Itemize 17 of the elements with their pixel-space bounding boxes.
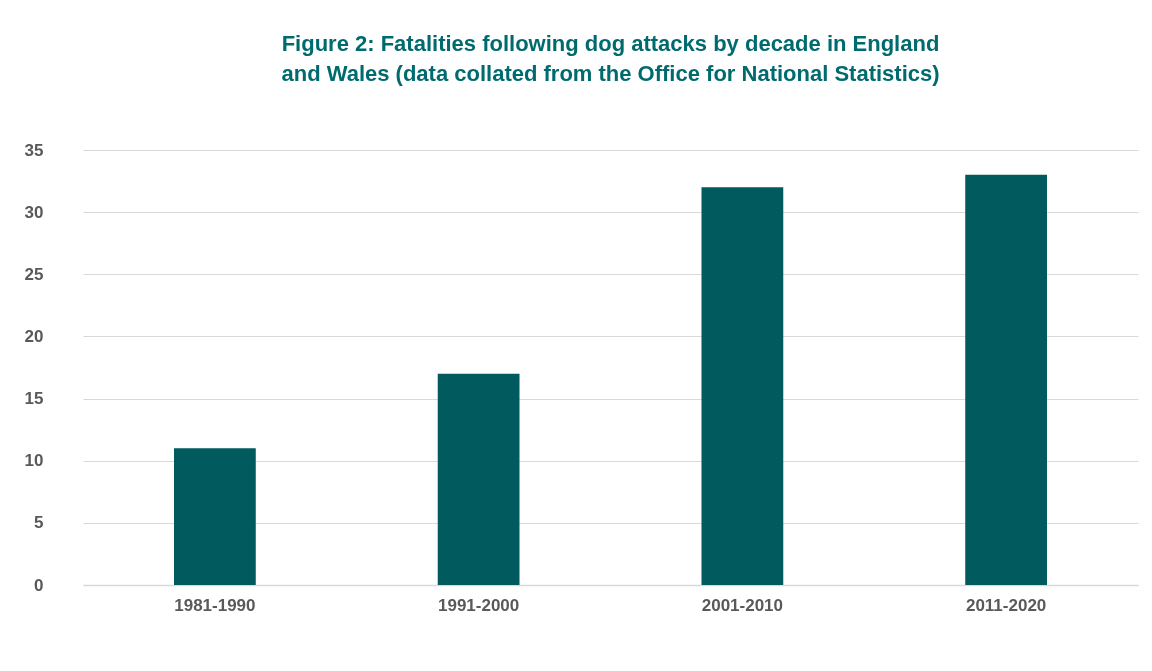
x-tick-label: 2001-2010 [701,595,784,615]
bar [965,174,1048,585]
y-tick-label: 10 [24,451,44,471]
y-tick-label: 25 [24,264,44,284]
chart-title: Figure 2: Fatalities following dog attacks by decade in England and Wales (data collated from the Office for National Statistics) [281,31,940,86]
y-tick-label: 30 [24,202,44,222]
x-tick-label: 1981-1990 [174,595,256,615]
bar [701,187,784,585]
bar [173,448,256,585]
y-tick-label: 35 [24,140,44,160]
x-tick-label: 2011-2020 [965,595,1047,615]
x-tick-label: 1991-2000 [437,595,520,615]
bar [437,373,520,585]
y-tick-label: 0 [34,575,44,595]
y-tick-label: 15 [24,389,44,409]
y-tick-label: 20 [24,326,44,346]
y-tick-label: 5 [34,513,44,533]
